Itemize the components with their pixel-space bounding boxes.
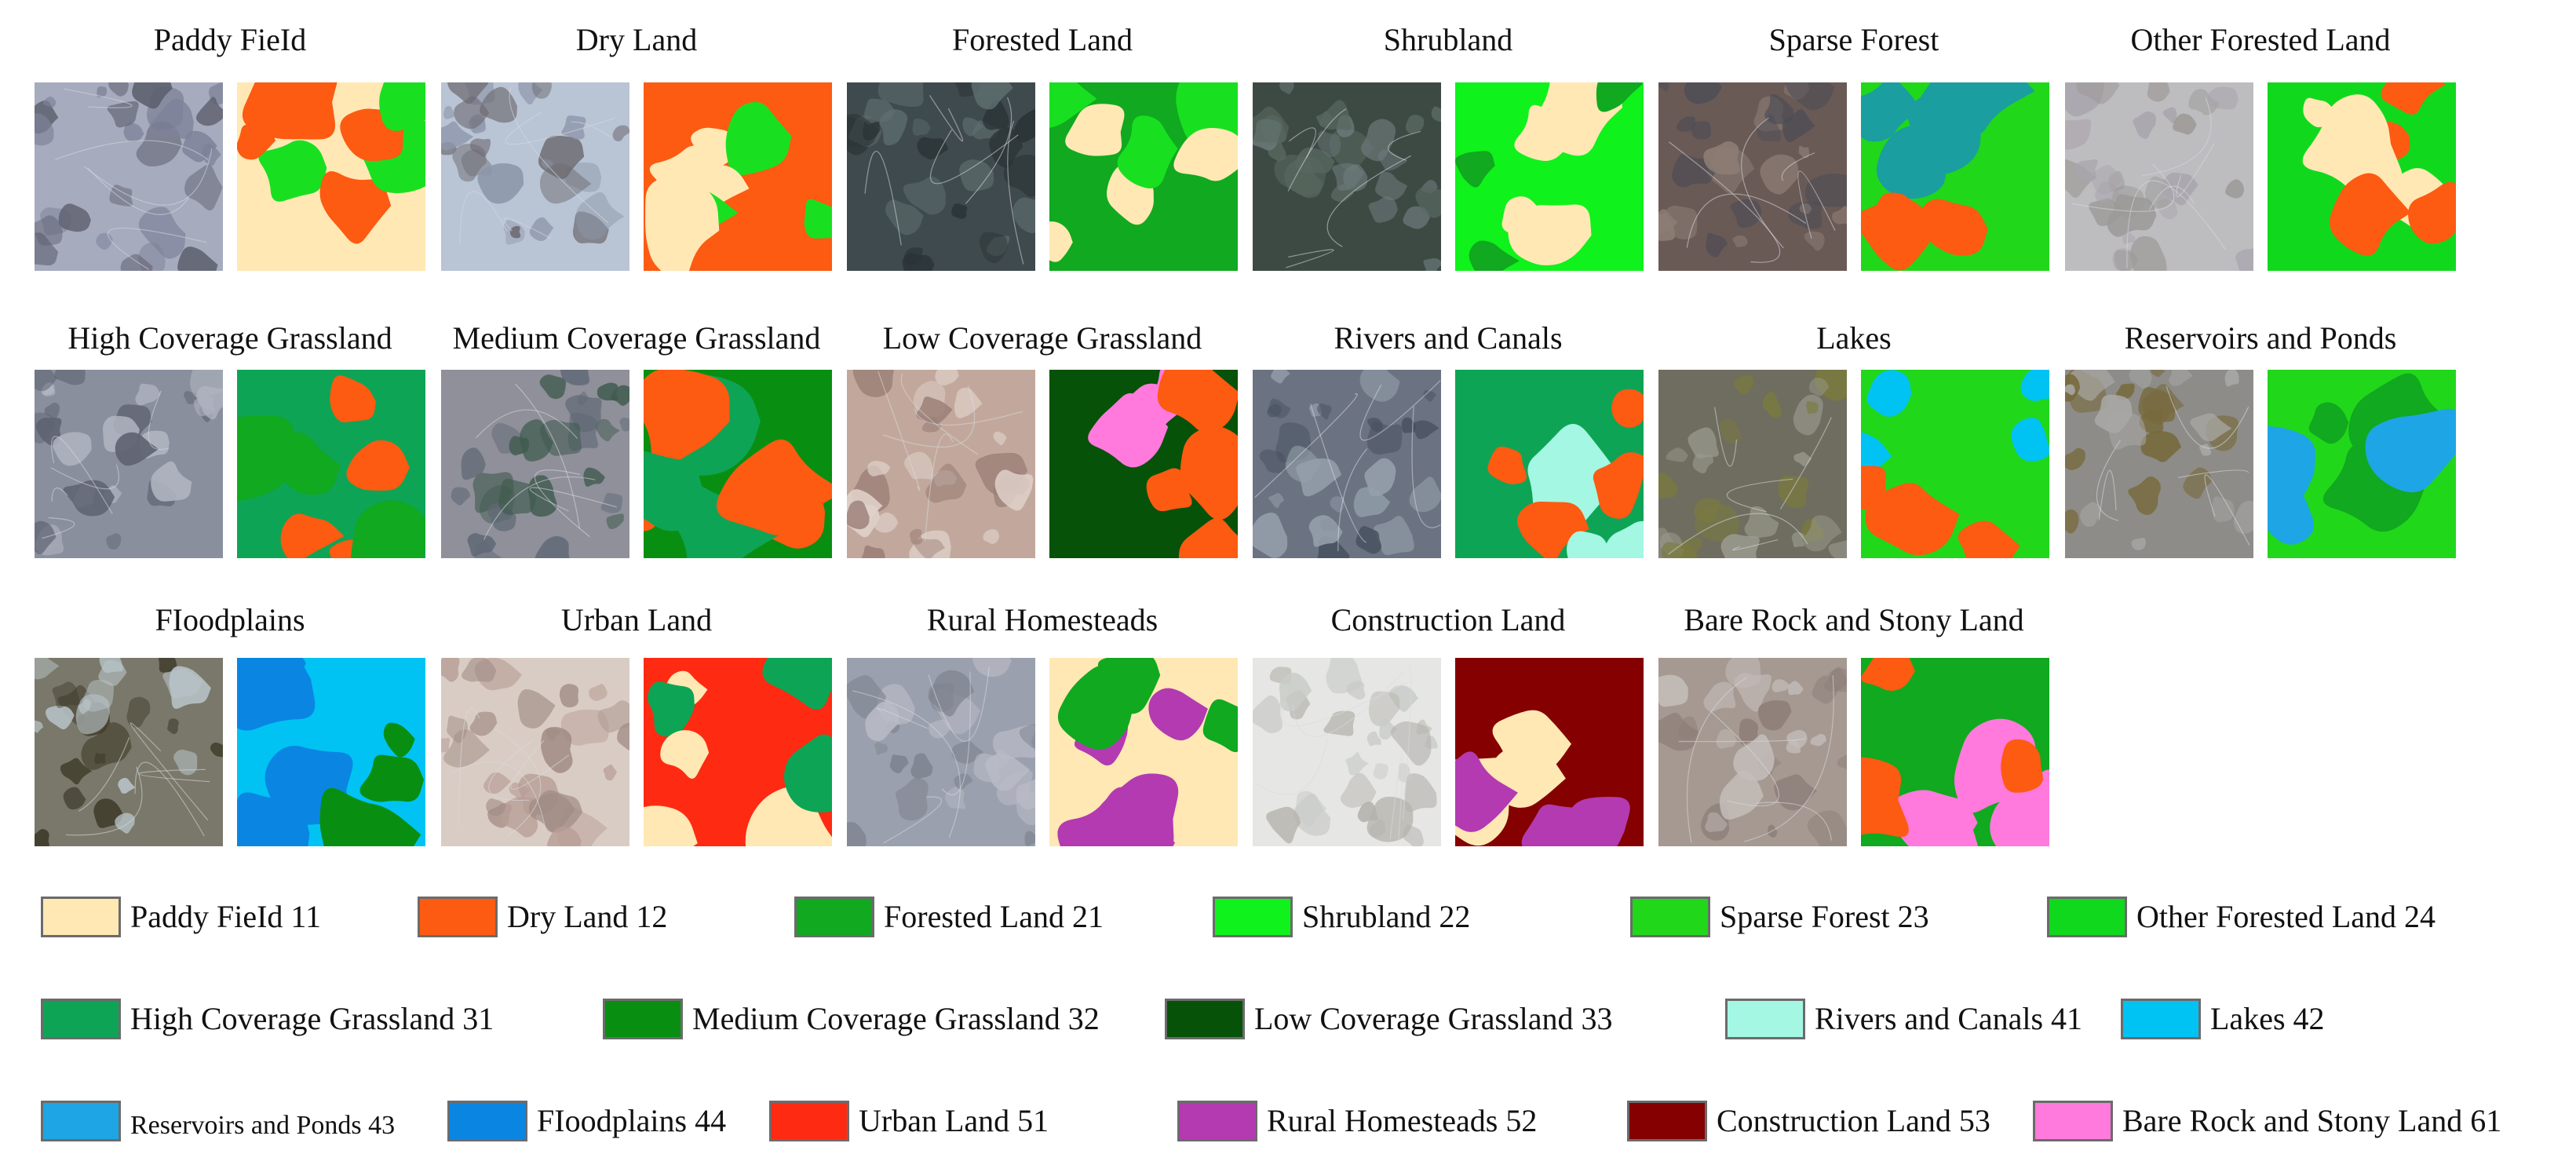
satellite-image-fioodplains: [35, 658, 223, 846]
legend-swatch-rivers-and-canals-41: [1725, 999, 1805, 1039]
legend-swatch-lakes-42: [2121, 999, 2201, 1039]
legend-label-paddy-fieid-11: Paddy FieId 11: [130, 899, 321, 934]
panel-title-urban-land: Urban Land: [560, 602, 713, 637]
legend-swatch-high-coverage-grassland-31: [41, 999, 121, 1039]
panel-title-rivers-and-canals: Rivers and Canals: [1334, 320, 1563, 356]
legend-label-medium-coverage-grassland-32: Medium Coverage Grassland 32: [692, 1001, 1100, 1036]
satellite-image-other-forested-land: [2065, 82, 2253, 271]
panel-title-rural-homesteads: Rural Homesteads: [926, 602, 1158, 637]
panel-title-medium-coverage-grassland: Medium Coverage Grassland: [452, 320, 821, 356]
label-map-rural-homesteads: [1049, 658, 1238, 846]
label-map-sparse-forest: [1861, 82, 2049, 271]
satellite-image-urban-land: [441, 658, 629, 846]
satellite-image-shrubland: [1253, 82, 1441, 271]
panel-title-reservoirs-and-ponds: Reservoirs and Ponds: [2124, 320, 2397, 356]
label-map-reservoirs-and-ponds: [2268, 370, 2456, 558]
label-map-forested-land: [1049, 82, 1238, 271]
label-map-high-coverage-grassland: [237, 370, 425, 558]
panel-title-other-forested-land: Other Forested Land: [2130, 22, 2391, 57]
panel-title-fioodplains: FIoodplains: [155, 602, 305, 637]
legend-label-sparse-forest-23: Sparse Forest 23: [1720, 899, 1929, 934]
legend-swatch-low-coverage-grassland-33: [1165, 999, 1245, 1039]
legend-swatch-fioodplains-44: [447, 1101, 527, 1141]
label-map-rivers-and-canals: [1455, 370, 1644, 558]
legend-swatch-reservoirs-and-ponds-43: [41, 1101, 121, 1141]
label-map-other-forested-land: [2268, 82, 2456, 271]
satellite-image-rivers-and-canals: [1253, 370, 1441, 558]
panel-title-low-coverage-grassland: Low Coverage Grassland: [882, 320, 1202, 356]
legend-swatch-sparse-forest-23: [1630, 897, 1710, 937]
legend-swatch-urban-land-51: [769, 1101, 849, 1141]
legend-label-low-coverage-grassland-33: Low Coverage Grassland 33: [1254, 1001, 1613, 1036]
legend-swatch-dry-land-12: [418, 897, 498, 937]
legend-label-rural-homesteads-52: Rural Homesteads 52: [1267, 1103, 1538, 1138]
satellite-image-rural-homesteads: [847, 658, 1035, 846]
label-map-fioodplains: [237, 658, 425, 846]
panel-title-paddy-fieid: Paddy FieId: [153, 22, 307, 57]
panel-title-high-coverage-grassland: High Coverage Grassland: [68, 320, 392, 356]
legend-swatch-other-forested-land-24: [2047, 897, 2127, 937]
label-map-paddy-fieid: [237, 82, 425, 271]
panel-title-sparse-forest: Sparse Forest: [1768, 22, 1939, 57]
legend-swatch-forested-land-21: [794, 897, 874, 937]
satellite-image-lakes: [1658, 370, 1847, 558]
legend-label-urban-land-51: Urban Land 51: [859, 1103, 1049, 1138]
satellite-image-reservoirs-and-ponds: [2065, 370, 2253, 558]
legend-label-forested-land-21: Forested Land 21: [884, 899, 1104, 934]
satellite-image-sparse-forest: [1658, 82, 1847, 271]
satellite-image-bare-rock-and-stony-land: [1658, 658, 1847, 846]
label-map-construction-land: [1455, 658, 1644, 846]
legend-label-dry-land-12: Dry Land 12: [507, 899, 668, 934]
satellite-image-paddy-fieid: [35, 82, 223, 271]
legend-label-reservoirs-and-ponds-43: Reservoirs and Ponds 43: [130, 1111, 396, 1140]
legend-label-rivers-and-canals-41: Rivers and Canals 41: [1815, 1001, 2083, 1036]
satellite-image-low-coverage-grassland: [847, 370, 1035, 558]
label-map-urban-land: [644, 658, 832, 846]
legend-label-high-coverage-grassland-31: High Coverage Grassland 31: [130, 1001, 494, 1036]
legend-label-lakes-42: Lakes 42: [2210, 1001, 2325, 1036]
satellite-image-high-coverage-grassland: [35, 370, 223, 558]
legend-swatch-paddy-fieid-11: [41, 897, 121, 937]
legend-swatch-medium-coverage-grassland-32: [603, 999, 683, 1039]
legend-swatch-shrubland-22: [1213, 897, 1293, 937]
panel-title-dry-land: Dry Land: [575, 22, 698, 57]
label-map-dry-land: [644, 82, 832, 271]
satellite-image-dry-land: [441, 82, 629, 271]
panel-title-shrubland: Shrubland: [1383, 22, 1513, 57]
legend-label-shrubland-22: Shrubland 22: [1302, 899, 1471, 934]
satellite-image-forested-land: [847, 82, 1035, 271]
panel-title-lakes: Lakes: [1816, 320, 1892, 356]
legend-label-other-forested-land-24: Other Forested Land 24: [2136, 899, 2436, 934]
legend-label-fioodplains-44: FIoodplains 44: [537, 1103, 727, 1138]
satellite-image-medium-coverage-grassland: [441, 370, 629, 558]
legend-label-construction-land-53: Construction Land 53: [1717, 1103, 1990, 1138]
legend-swatch-rural-homesteads-52: [1177, 1101, 1257, 1141]
panel-title-bare-rock-and-stony-land: Bare Rock and Stony Land: [1684, 602, 2024, 637]
panel-title-forested-land: Forested Land: [952, 22, 1133, 57]
label-map-lakes: [1861, 370, 2049, 558]
legend-swatch-bare-rock-and-stony-land-61: [2033, 1101, 2113, 1141]
label-map-medium-coverage-grassland: [644, 370, 832, 558]
label-map-shrubland: [1455, 82, 1644, 271]
label-map-bare-rock-and-stony-land: [1861, 658, 2049, 846]
panel-title-construction-land: Construction Land: [1330, 602, 1566, 637]
label-map-low-coverage-grassland: [1049, 370, 1238, 558]
legend-swatch-construction-land-53: [1627, 1101, 1707, 1141]
satellite-image-construction-land: [1253, 658, 1441, 846]
legend-label-bare-rock-and-stony-land-61: Bare Rock and Stony Land 61: [2122, 1103, 2502, 1138]
